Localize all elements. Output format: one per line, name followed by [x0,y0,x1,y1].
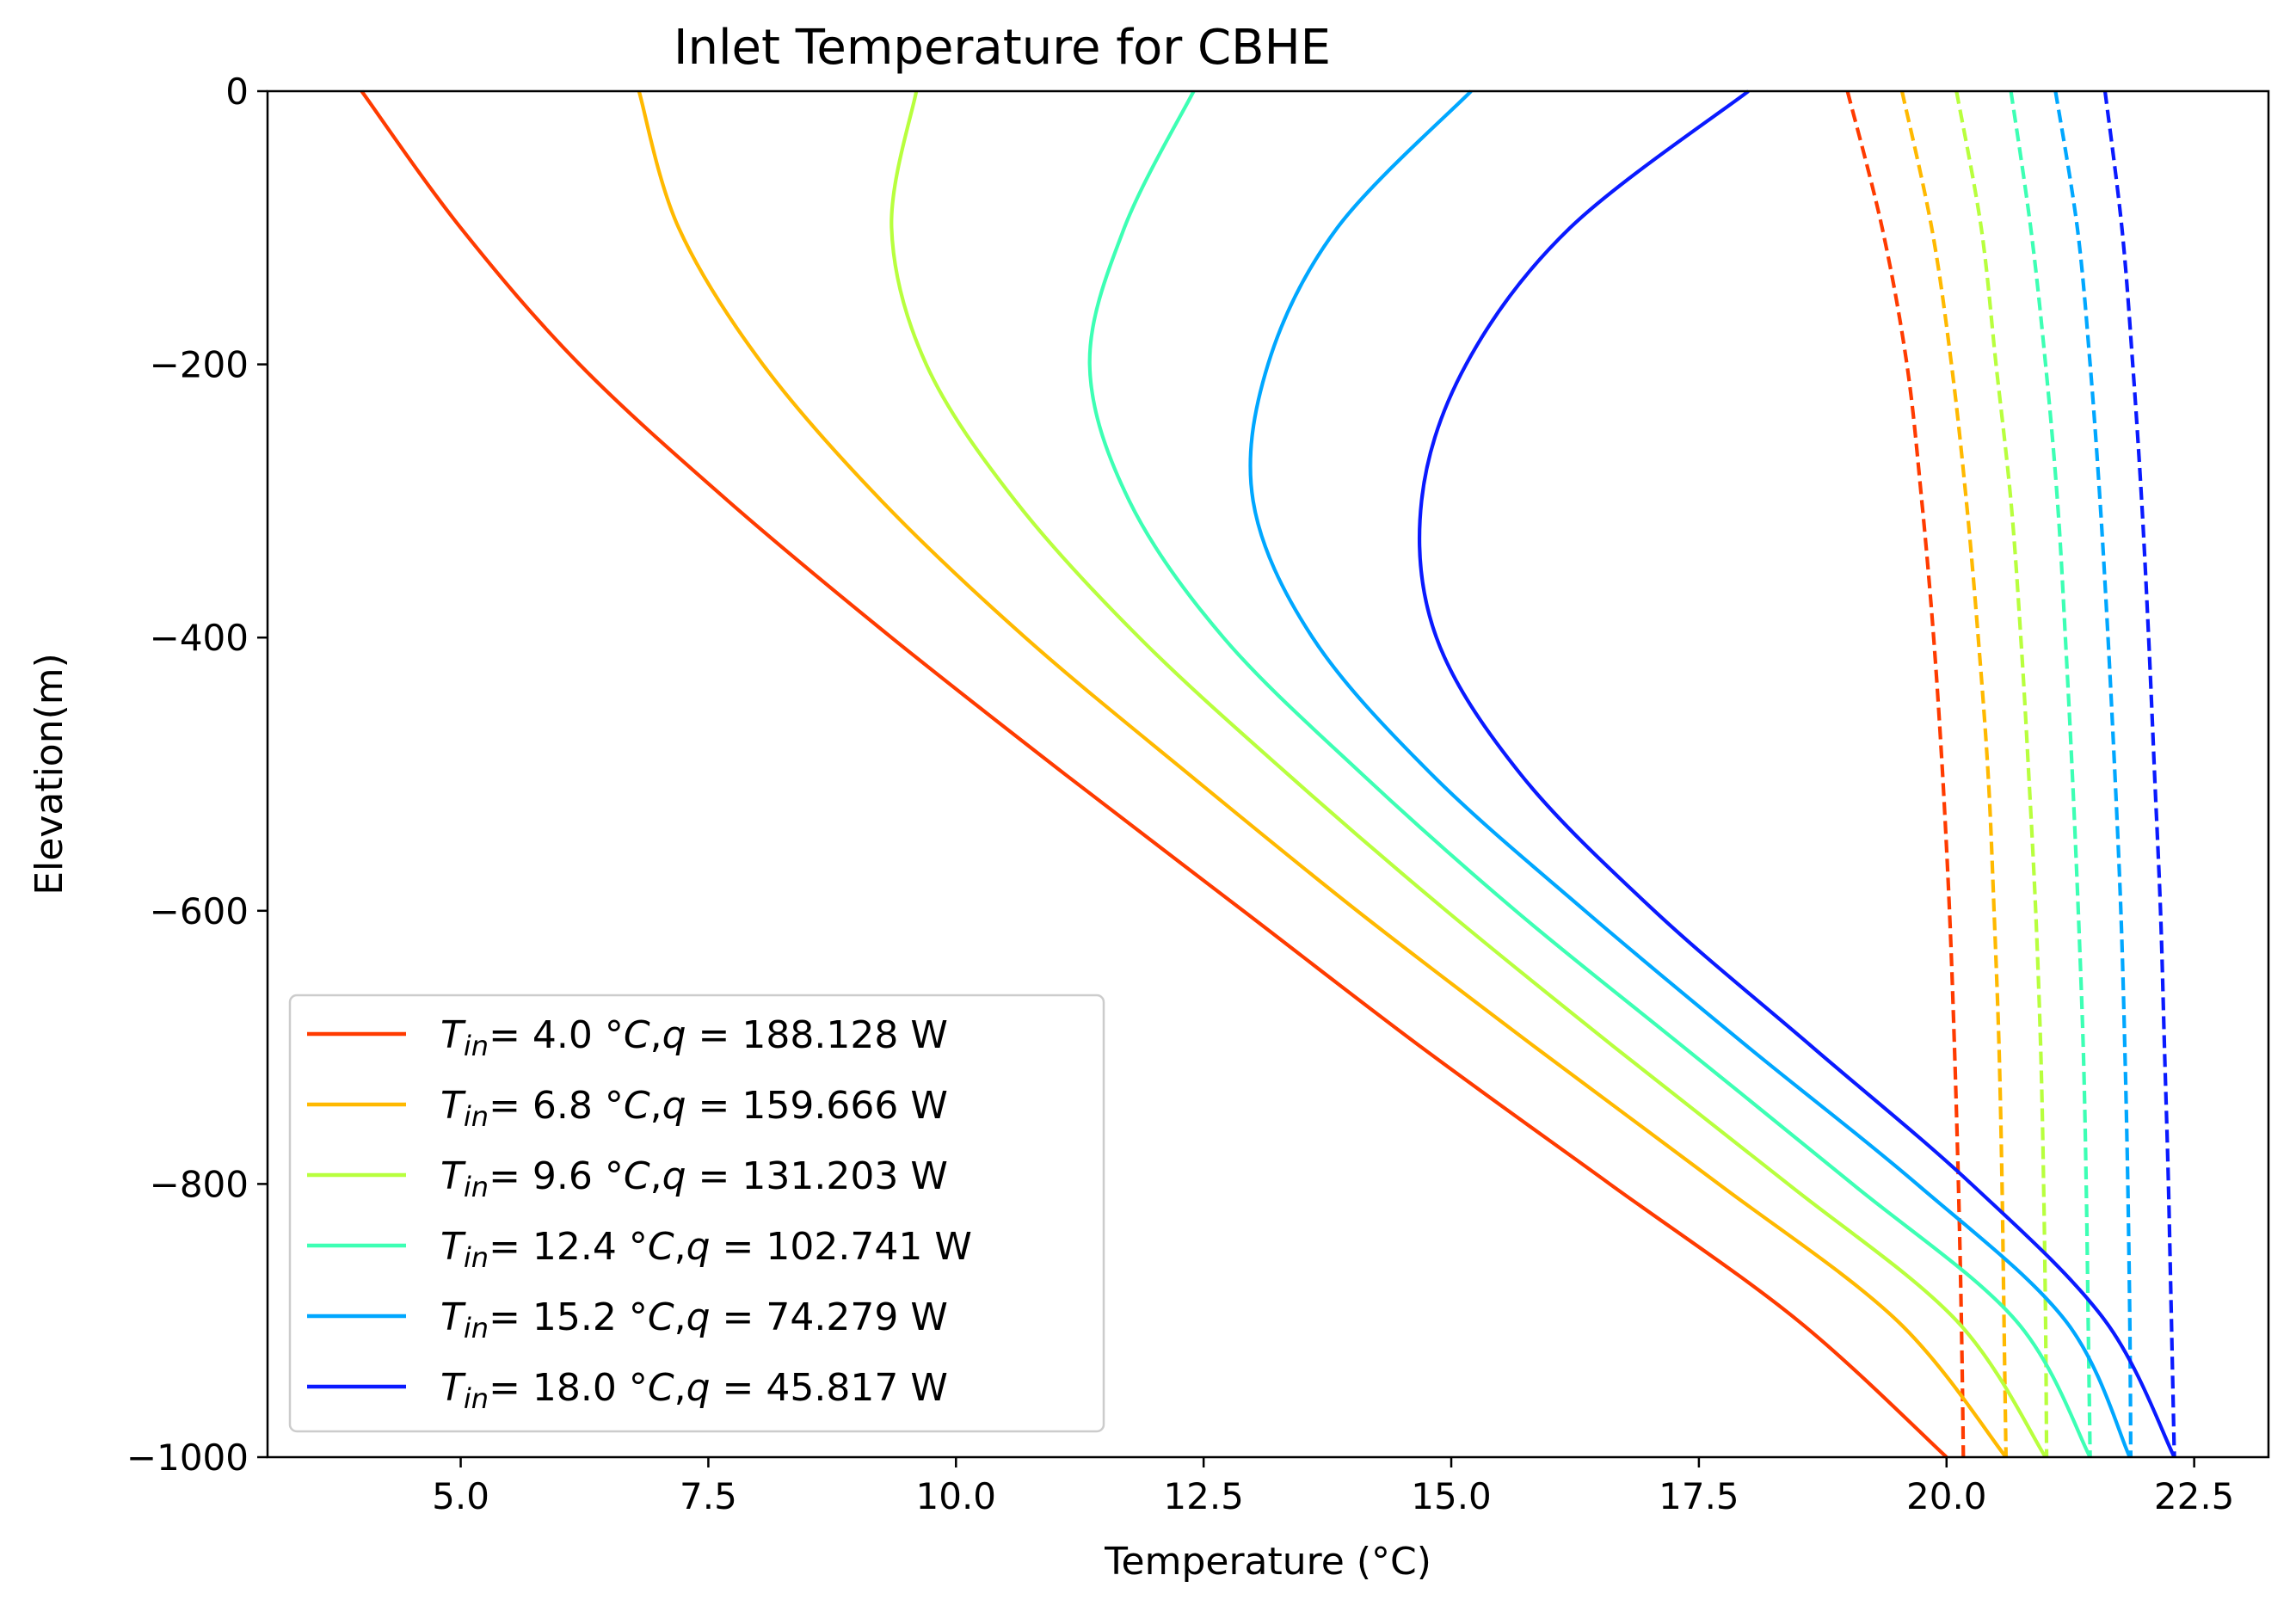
series-outlet-line-2 [1899,90,2008,1458]
y-tick-label: −800 [150,1163,249,1205]
legend-label-1: Tin= 4.0 °C,q = 188.128 W [440,1013,948,1062]
series-outlet-line-3 [1954,90,2049,1458]
series-inlet-line-3 [889,90,2047,1459]
x-axis: 5.0 7.5 10.0 12.5 15.0 17.5 20.0 22.5 [432,1457,2234,1517]
series-outlet-line-5 [2053,90,2133,1458]
x-axis-label: Temperature (°C) [1104,1540,1431,1584]
plot-frame [266,89,2270,1459]
legend-label-5: Tin= 15.2 °C,q = 74.279 W [440,1295,948,1344]
legend-label-2: Tin= 6.8 °C,q = 159.666 W [440,1084,948,1133]
y-tick-label: −600 [150,890,249,932]
legend-label-3: Tin= 9.6 °C,q = 131.203 W [440,1154,948,1203]
x-tick-label: 15.0 [1411,1475,1492,1517]
legend-label-6: Tin= 18.0 °C,q = 45.817 W [440,1366,948,1415]
x-tick-label: 22.5 [2154,1475,2235,1517]
series-inlet-line-1 [360,89,1948,1459]
x-tick-label: 17.5 [1659,1475,1739,1517]
y-tick-label: 0 [225,71,249,113]
legend-frame [288,994,1105,1433]
x-tick-label: 20.0 [1906,1475,1987,1517]
series-outlet-line-1 [1845,90,1966,1458]
x-tick-label: 12.5 [1163,1475,1244,1517]
series-inlet-line-6 [1417,89,2176,1458]
x-tick-label: 7.5 [680,1475,737,1517]
plot-lines [360,89,2176,1459]
y-tick-label: −200 [150,344,249,386]
x-tick-label: 5.0 [432,1475,489,1517]
series-outlet-line-4 [2009,90,2092,1458]
y-tick-label: −400 [150,617,249,659]
x-tick-label: 10.0 [916,1475,997,1517]
series-inlet-line-5 [1248,89,2132,1458]
y-axis: 0 −200 −400 −600 −800 −1000 [126,71,268,1479]
series-inlet-line-4 [1087,90,2092,1459]
legend-label-4: Tin= 12.4 °C,q = 102.741 W [440,1225,972,1274]
legend: Tin= 4.0 °C,q = 188.128 W Tin= 6.8 °C,q =… [288,994,1105,1433]
chart-title: Inlet Temperature for CBHE [674,20,1331,76]
series-outlet-line-6 [2102,90,2176,1458]
y-tick-label: −1000 [126,1437,249,1479]
series-inlet-line-2 [637,90,2008,1459]
y-axis-label: Elevation(m) [28,653,71,895]
